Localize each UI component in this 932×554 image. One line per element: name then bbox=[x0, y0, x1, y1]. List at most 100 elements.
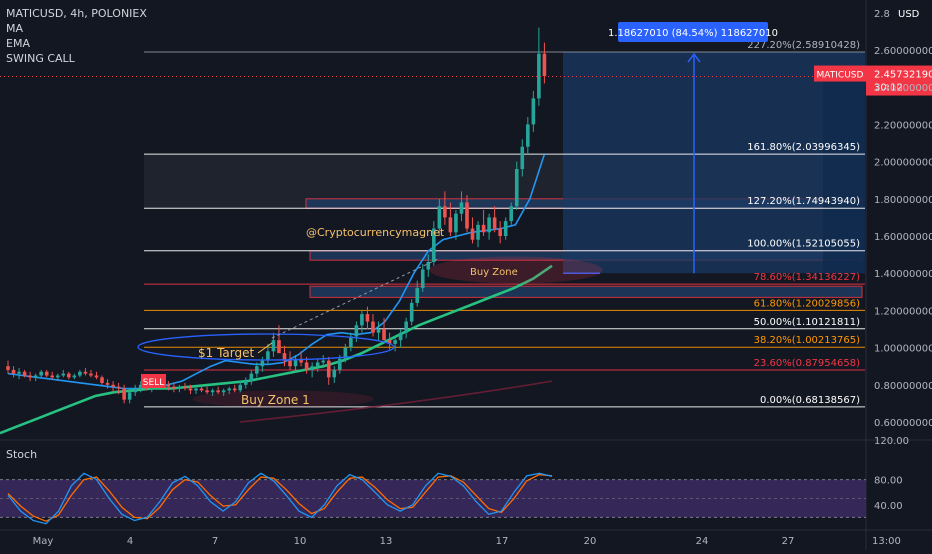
candle-body bbox=[443, 206, 447, 218]
price-tag-symbol: MATICUSD bbox=[817, 71, 864, 81]
price-tick-label: 2.40000000 bbox=[874, 83, 932, 94]
time-tick-label: 20 bbox=[584, 536, 597, 547]
time-tick-label: 27 bbox=[782, 536, 795, 547]
measure-label-box bbox=[618, 22, 768, 42]
time-tick-label: 10 bbox=[294, 536, 307, 547]
candle-body bbox=[17, 371, 21, 374]
candle-body bbox=[326, 360, 331, 378]
candle-body bbox=[199, 388, 204, 391]
candle-body bbox=[255, 366, 259, 374]
candle-body bbox=[487, 217, 491, 233]
candle-body bbox=[476, 224, 480, 240]
fib-level-label: 227.20%(2.58910428) bbox=[747, 40, 860, 51]
candle-body bbox=[122, 388, 126, 400]
fib-level-label: 38.20%(1.00213765) bbox=[754, 335, 860, 346]
candle-body bbox=[349, 336, 353, 348]
candle-body bbox=[188, 388, 193, 391]
candle-body bbox=[448, 217, 453, 233]
slow-ma-line bbox=[239, 380, 553, 423]
candle-body bbox=[376, 329, 381, 333]
stoch-axis-80: 80.00 bbox=[874, 476, 903, 487]
candle-body bbox=[465, 202, 469, 229]
fib-level-label: 78.60%(1.34136227) bbox=[754, 272, 860, 283]
candle-body bbox=[138, 384, 143, 389]
target-projection-line bbox=[271, 257, 441, 339]
candle-body bbox=[33, 375, 38, 378]
price-tick-label: 1.20000000 bbox=[874, 306, 932, 317]
candle-body bbox=[116, 386, 121, 389]
candle-body bbox=[393, 340, 397, 344]
candle-body bbox=[61, 373, 66, 376]
fib-level-label: 23.60%(0.87954658) bbox=[754, 358, 860, 369]
sell-tag-label: SELL bbox=[143, 378, 164, 388]
legend-ma[interactable]: MA bbox=[6, 22, 24, 35]
candle-body bbox=[470, 228, 475, 240]
candle-body bbox=[210, 390, 215, 393]
target-arrow bbox=[257, 342, 273, 354]
candle-body bbox=[542, 53, 547, 77]
target-ellipse bbox=[137, 333, 395, 361]
candle-body bbox=[55, 375, 60, 378]
candle-body bbox=[111, 384, 115, 387]
candle-body bbox=[437, 206, 442, 229]
candle-body bbox=[492, 217, 497, 229]
candle-body bbox=[382, 329, 386, 341]
candle-body bbox=[238, 384, 243, 391]
candle-body bbox=[310, 366, 314, 370]
buy-zone-1-label: Buy Zone 1 bbox=[241, 393, 310, 407]
measure-future-box bbox=[823, 72, 865, 274]
candle-body bbox=[415, 288, 420, 303]
candle-body bbox=[332, 369, 337, 378]
legend-swing-call[interactable]: SWING CALL bbox=[6, 52, 75, 65]
ema-line bbox=[7, 153, 546, 390]
candle-body bbox=[44, 371, 49, 376]
price-tick-label: 1.40000000 bbox=[874, 269, 932, 280]
stoch-pane-label[interactable]: Stoch bbox=[6, 448, 38, 461]
candle-body bbox=[243, 381, 248, 385]
candle-body bbox=[354, 325, 359, 337]
time-tick-label: 17 bbox=[496, 536, 509, 547]
candle-body bbox=[6, 366, 10, 370]
stoch-k-line bbox=[7, 472, 553, 525]
candle-body bbox=[459, 202, 464, 214]
price-tag-symbol-box bbox=[814, 65, 866, 82]
candle-body bbox=[205, 390, 209, 393]
candle-body bbox=[260, 360, 265, 367]
candle-body bbox=[288, 360, 292, 367]
candle-body bbox=[89, 373, 93, 376]
ma-line bbox=[0, 264, 553, 435]
time-tick-label: 13 bbox=[380, 536, 393, 547]
candle-body bbox=[514, 169, 519, 207]
buy-zone-ellipse bbox=[429, 256, 603, 284]
candle-body bbox=[398, 332, 403, 341]
candle-body bbox=[293, 358, 298, 367]
fib-level-label: 61.80%(1.20029856) bbox=[754, 298, 860, 309]
buy-zone-1-ellipse bbox=[192, 390, 374, 408]
candle-body bbox=[105, 382, 110, 385]
candle-body bbox=[271, 340, 276, 352]
price-tick-label: 2.8 bbox=[874, 9, 890, 20]
price-tick-label: 1.00000000 bbox=[874, 344, 932, 355]
candle-body bbox=[432, 228, 436, 263]
candle-body bbox=[194, 388, 198, 391]
fib-level-label: 50.00%(1.10121811) bbox=[754, 317, 860, 328]
candle-body bbox=[172, 386, 176, 389]
candle-body bbox=[227, 388, 231, 391]
candle-body bbox=[387, 340, 392, 344]
candle-body bbox=[216, 390, 220, 393]
candle-body bbox=[127, 392, 132, 400]
legend-ema[interactable]: EMA bbox=[6, 37, 30, 50]
price-tick-label: 2.60000000 bbox=[874, 46, 932, 57]
candle-body bbox=[183, 386, 187, 389]
buy-zone-label: Buy Zone bbox=[470, 267, 518, 278]
candle-body bbox=[299, 358, 303, 363]
candle-body bbox=[133, 388, 137, 393]
candle-body bbox=[481, 224, 486, 233]
time-tick-label: 7 bbox=[212, 536, 218, 547]
stoch-d-line bbox=[7, 473, 553, 522]
candle-body bbox=[266, 351, 270, 361]
candle-body bbox=[232, 388, 237, 391]
current-price-value: 2.45732190 bbox=[874, 70, 932, 81]
